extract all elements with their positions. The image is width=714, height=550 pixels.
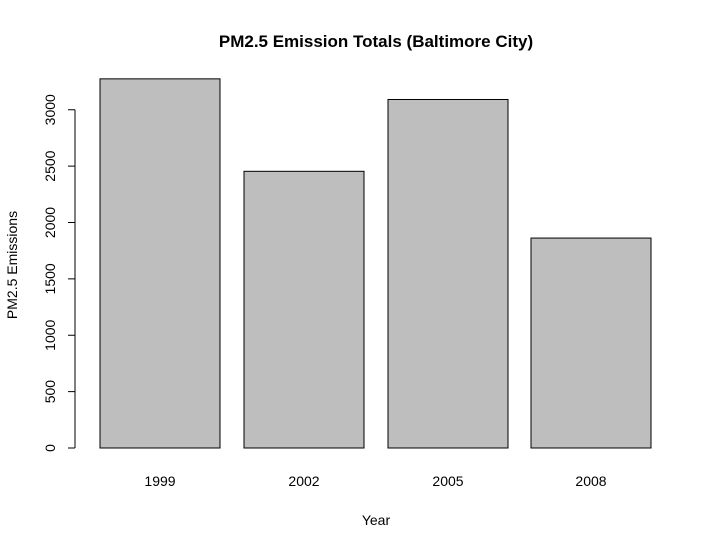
y-tick-label-2500: 2500 [42, 150, 58, 181]
bar-2008 [530, 237, 652, 449]
x-tick-label-2005: 2005 [432, 473, 463, 489]
y-tick-label-1000: 1000 [42, 319, 58, 350]
x-tick-label-2002: 2002 [288, 473, 319, 489]
bar-2005 [387, 98, 509, 449]
x-tick-labels-group: 1999 2002 2005 2008 [144, 473, 606, 489]
x-tick-label-1999: 1999 [144, 473, 175, 489]
y-tick-label-3000: 3000 [42, 94, 58, 125]
y-axis: 0 500 1000 1500 2000 2500 3000 [42, 94, 76, 452]
y-tick-label-2000: 2000 [42, 207, 58, 238]
y-axis-label: PM2.5 Emissions [4, 211, 20, 319]
x-axis-label: Year [362, 512, 391, 528]
bars-group [99, 78, 652, 449]
y-tick-label-1500: 1500 [42, 263, 58, 294]
chart-title: PM2.5 Emission Totals (Baltimore City) [219, 32, 533, 51]
bar-1999 [99, 78, 221, 449]
y-tick-label-500: 500 [42, 380, 58, 404]
y-tick-label-0: 0 [42, 444, 58, 452]
bar-2002 [243, 170, 365, 449]
x-tick-label-2008: 2008 [575, 473, 606, 489]
